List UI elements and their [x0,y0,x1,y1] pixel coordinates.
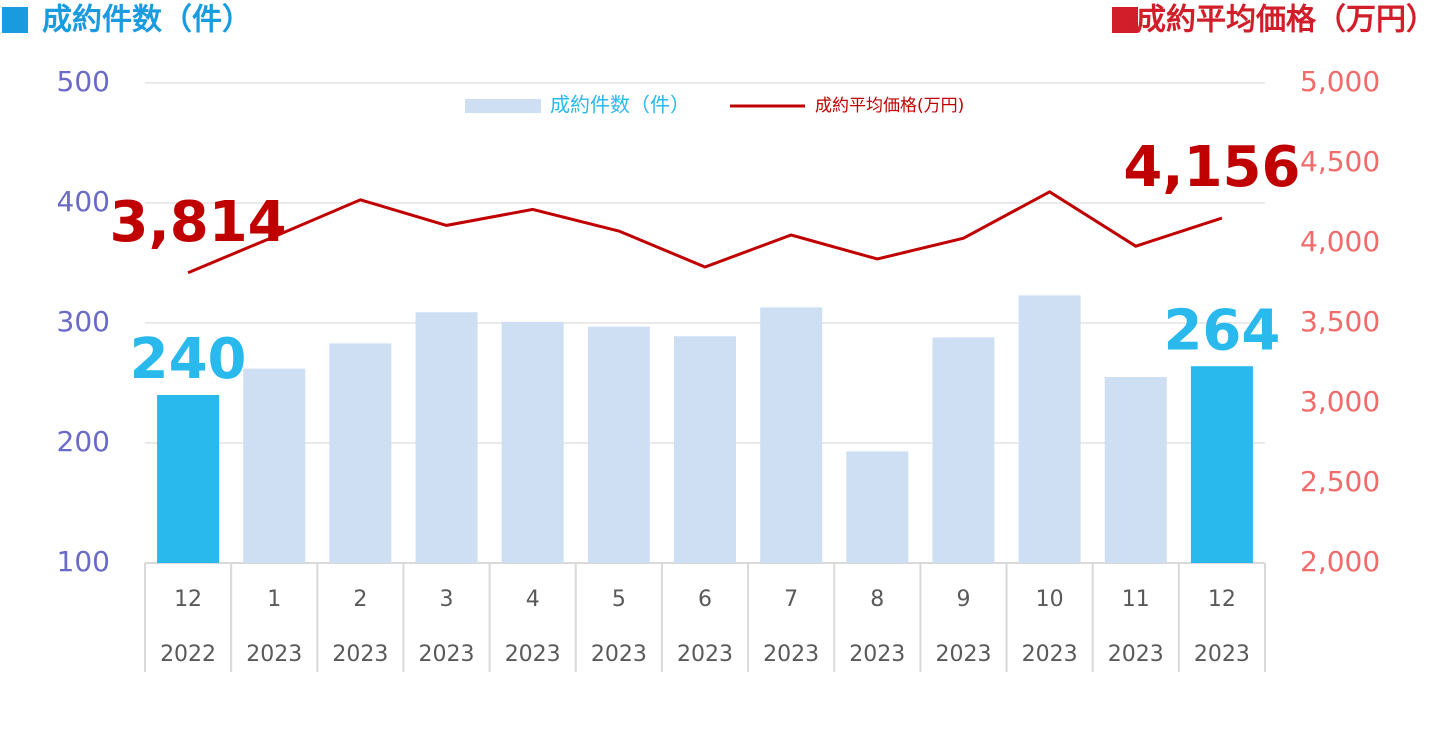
x-tick-label: 6 [698,587,712,612]
x-tick-label: 2023 [1022,642,1078,667]
x-tick-label: 2023 [591,642,647,667]
bar [1104,377,1167,563]
y2-tick-label: 5,000 [1300,65,1380,98]
x-tick-label: 2023 [1108,642,1164,667]
y2-axis-title: 成約平均価格（万円） [1136,3,1436,38]
axis-title-marker [1112,7,1138,33]
x-tick-label: 3 [440,587,454,612]
legend-swatch [465,99,541,113]
axis-title-marker [2,7,28,33]
x-tick-label: 9 [956,587,970,612]
bar [243,368,306,563]
x-tick-label: 2023 [505,642,561,667]
legend-label: 成約件数（件） [550,93,690,117]
bar [501,321,564,563]
x-tick-label: 2022 [160,642,216,667]
x-tick-label: 12 [174,587,202,612]
bar [673,336,737,563]
bar [587,326,650,563]
y2-tick-label: 3,500 [1300,305,1380,338]
data-label: 3,814 [110,190,287,255]
x-tick-label: 1 [267,587,281,612]
y-tick-label: 400 [57,185,110,218]
x-tick-label: 2023 [849,642,905,667]
bar [846,451,909,563]
x-tick-label: 2023 [1194,642,1250,667]
data-label: 264 [1163,298,1280,363]
x-tick-label: 11 [1122,587,1150,612]
y2-tick-label: 3,000 [1300,385,1380,418]
x-tick-label: 5 [612,587,626,612]
y2-tick-label: 4,000 [1300,225,1380,258]
x-tick-label: 7 [784,587,798,612]
y-tick-label: 500 [57,65,110,98]
y-axis-title: 成約件数（件） [42,3,252,38]
x-tick-label: 12 [1208,587,1236,612]
legend-label: 成約平均価格(万円) [815,96,964,116]
bar [1018,295,1081,563]
bar [157,395,220,563]
y-tick-label: 300 [57,305,110,338]
y2-tick-label: 4,500 [1300,145,1380,178]
bar [415,312,478,563]
x-tick-label: 4 [526,587,540,612]
bar [760,307,823,563]
bar [329,343,392,563]
x-tick-label: 2023 [246,642,302,667]
data-label: 4,156 [1123,135,1300,200]
x-tick-label: 2023 [677,642,733,667]
x-tick-label: 2023 [935,642,991,667]
x-tick-label: 2023 [419,642,475,667]
x-tick-label: 2023 [332,642,388,667]
bar [1190,366,1253,563]
y2-tick-label: 2,500 [1300,465,1380,498]
x-tick-label: 8 [870,587,884,612]
bar [932,337,995,563]
y-tick-label: 100 [57,545,110,578]
x-tick-label: 10 [1036,587,1064,612]
x-tick-label: 2 [353,587,367,612]
data-label: 240 [130,327,247,392]
y-tick-label: 200 [57,425,110,458]
line [187,190,1223,275]
y2-tick-label: 2,000 [1300,545,1380,578]
x-tick-label: 2023 [763,642,819,667]
